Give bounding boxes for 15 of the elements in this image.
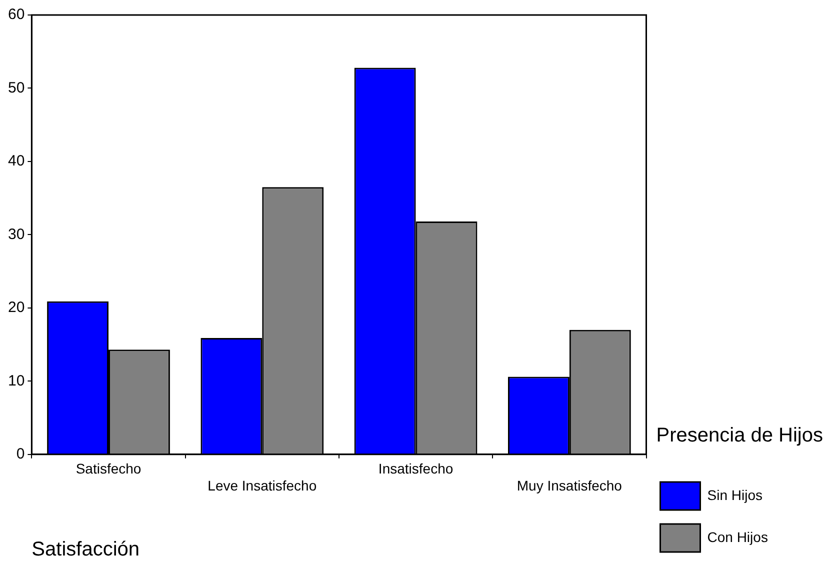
y-tick-label: 30 bbox=[8, 226, 25, 243]
legend-label: Con Hijos bbox=[707, 528, 768, 545]
y-tick-label: 0 bbox=[16, 446, 25, 463]
y-tick-label: 40 bbox=[8, 152, 25, 170]
x-tick-label: Muy Insatisfecho bbox=[516, 477, 622, 494]
y-tick-label: 20 bbox=[8, 299, 25, 316]
legend-title: Presencia de Hijos bbox=[656, 424, 823, 447]
x-tick-label: Satisfecho bbox=[76, 460, 142, 477]
y-tick-label: 10 bbox=[8, 372, 25, 390]
y-tick-label: 60 bbox=[8, 6, 25, 24]
y-tick-label: 50 bbox=[8, 79, 25, 96]
legend-label: Sin Hijos bbox=[707, 486, 762, 503]
x-tick-label: Leve Insatisfecho bbox=[208, 477, 317, 494]
x-tick-label: Insatisfecho bbox=[378, 460, 454, 477]
x-axis-title: Satisfacción bbox=[32, 538, 140, 561]
